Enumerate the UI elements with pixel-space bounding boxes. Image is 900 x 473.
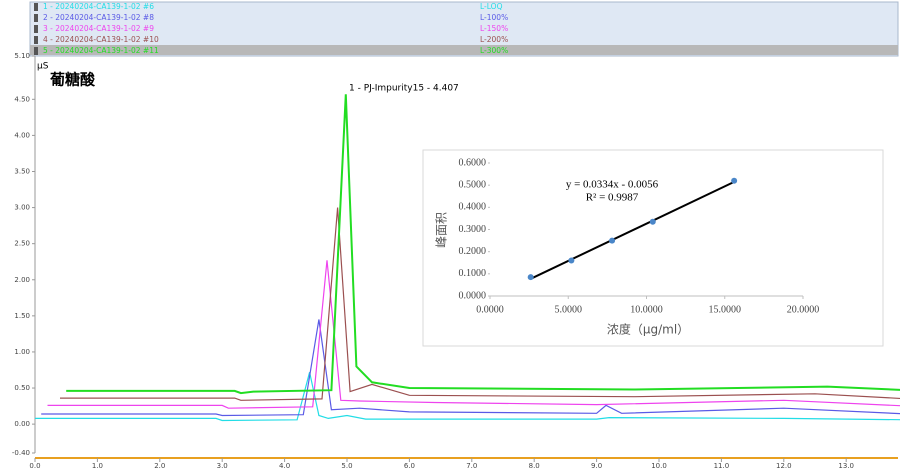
x-tick-label: 12.0	[776, 462, 792, 470]
trace	[47, 260, 900, 409]
x-tick-label: 8.0	[529, 462, 540, 470]
legend-level: L-100%	[480, 13, 508, 22]
equation: y = 0.0334x - 0.0056	[566, 179, 659, 191]
y-axis-label: 峰面积	[435, 212, 449, 248]
chart-title: 葡糖酸	[49, 71, 96, 89]
y-tick-label: 4.50	[14, 95, 30, 103]
x-axis-label: 浓度（μg/ml）	[607, 322, 689, 337]
legend-entry: 1 - 20240204-CA139-1-02 #6	[43, 2, 154, 11]
x-tick-label: 10.0000	[630, 304, 663, 315]
x-tick-label: 4.0	[279, 462, 290, 470]
x-tick-label: 5.0000	[555, 304, 583, 315]
legend-highlight	[30, 45, 898, 55]
legend-entry: 3 - 20240204-CA139-1-02 #9	[43, 24, 154, 33]
legend-icon	[34, 25, 38, 33]
legend-icon	[34, 47, 38, 55]
x-tick-label: 1.0	[92, 462, 103, 470]
y-tick-label: 4.00	[14, 131, 30, 139]
y-tick-label: 0.00	[14, 420, 30, 428]
y-tick-label: 3.50	[14, 167, 30, 175]
x-tick-label: 0.0000	[476, 304, 504, 315]
x-tick-label: 7.0	[466, 462, 477, 470]
legend-icon	[34, 3, 38, 11]
legend-level: L-300%	[480, 46, 508, 55]
x-tick-label: 9.0	[591, 462, 602, 470]
trace	[66, 94, 900, 395]
y-tick-label: 1.00	[14, 348, 30, 356]
legend-icon	[34, 36, 38, 44]
y-tick-label: 2.00	[14, 276, 30, 284]
y-tick-label: 0.5000	[459, 179, 487, 190]
legend-entry: 4 - 20240204-CA139-1-02 #10	[43, 35, 159, 44]
y-tick-label: 2.50	[14, 240, 30, 248]
y-tick-label: 3.00	[14, 204, 30, 212]
x-tick-label: 6.0	[404, 462, 415, 470]
y-tick-label: 0.0000	[459, 290, 487, 301]
x-tick-label: 13.0	[838, 462, 854, 470]
point	[609, 237, 616, 244]
trace	[41, 319, 900, 417]
legend-entry: 5 - 20240204-CA139-1-02 #11	[43, 46, 159, 55]
x-tick-label: 10.0	[651, 462, 667, 470]
x-tick-label: 5.0	[341, 462, 352, 470]
r-squared: R² = 0.9987	[586, 192, 639, 204]
point	[527, 274, 534, 281]
y-tick-label: 5.10	[14, 52, 30, 60]
y-tick-label: 1.50	[14, 312, 30, 320]
legend-level: L-150%	[480, 24, 508, 33]
y-unit: µS	[37, 62, 49, 72]
x-tick-label: 0.0	[29, 462, 40, 470]
x-tick-label: 2.0	[154, 462, 165, 470]
x-tick-label: 20.0000	[787, 304, 820, 315]
point	[649, 218, 656, 225]
point	[731, 177, 738, 184]
legend-level: L-LOQ	[480, 2, 503, 11]
legend-level: L-200%	[480, 35, 508, 44]
legend-entry: 2 - 20240204-CA139-1-02 #8	[43, 13, 154, 22]
y-tick-label: 0.4000	[459, 202, 487, 213]
y-tick-label: 0.6000	[459, 157, 487, 168]
y-tick-label: 0.3000	[459, 224, 487, 235]
trendline	[530, 180, 735, 280]
trace	[35, 372, 900, 422]
trace	[60, 207, 900, 401]
y-tick-label: 0.50	[14, 384, 30, 392]
x-tick-label: 11.0	[714, 462, 730, 470]
x-tick-label: 15.0000	[709, 304, 742, 315]
y-tick-label: 0.1000	[459, 268, 487, 279]
x-tick-label: 3.0	[217, 462, 228, 470]
legend-icon	[34, 14, 38, 22]
y-tick-label: 0.2000	[459, 246, 487, 257]
point	[568, 257, 575, 264]
y-tick-label: -0.40	[12, 449, 30, 457]
peak-annotation: 1 - PJ-Impurity15 - 4.407	[349, 84, 459, 94]
calibration-panel	[422, 149, 884, 347]
